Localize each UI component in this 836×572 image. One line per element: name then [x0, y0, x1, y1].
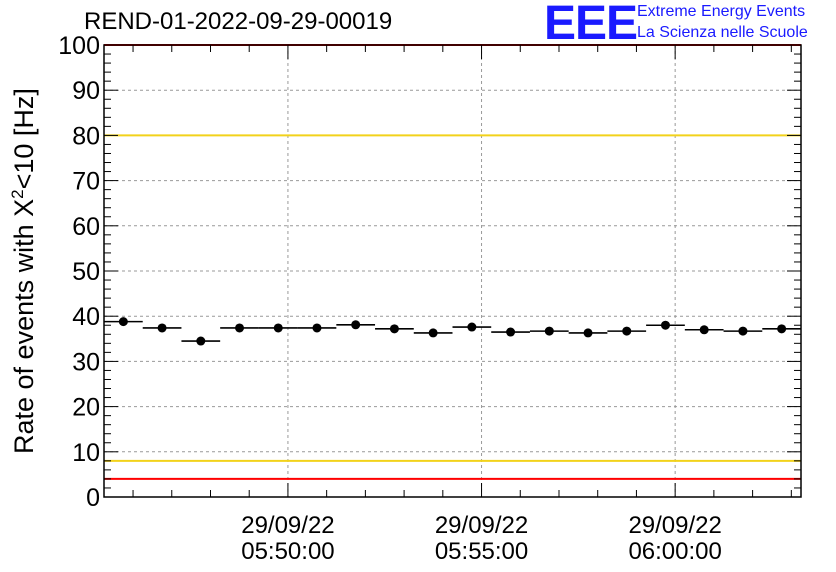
data-point [622, 326, 632, 336]
eee-logo: EEE [544, 0, 638, 50]
y-tick-label: 50 [72, 258, 100, 286]
y-tick-label: 10 [72, 439, 100, 467]
reference-lines [104, 44, 801, 480]
y-tick-label: 20 [72, 394, 100, 422]
data-point [235, 323, 245, 333]
grid-lines [104, 45, 801, 497]
data-points [104, 317, 801, 346]
data-point [273, 323, 283, 333]
data-point [351, 320, 361, 330]
x-tick-date: 29/09/22 [435, 512, 528, 539]
y-tick-label: 40 [72, 303, 100, 331]
x-tick-time: 05:50:00 [241, 538, 334, 565]
data-point [660, 320, 670, 330]
data-point [506, 327, 516, 337]
x-tick-labels: 29/09/2205:50:0029/09/2205:55:0029/09/22… [241, 512, 722, 565]
axis-ticks [104, 44, 801, 498]
y-tick-label: 90 [72, 77, 100, 105]
y-tick-labels: 0 10 20 30 40 50 60 70 80 90 100 [58, 32, 100, 512]
data-point [738, 326, 748, 336]
logo-line-1: Extreme Energy Events [637, 3, 806, 20]
x-tick-time: 05:55:00 [435, 538, 528, 565]
data-point [699, 325, 709, 335]
x-tick-date: 29/09/22 [628, 512, 721, 539]
data-point [467, 322, 477, 332]
data-point [312, 323, 322, 333]
x-tick-date: 29/09/22 [241, 512, 334, 539]
data-point [428, 328, 438, 338]
y-tick-label: 80 [72, 122, 100, 150]
y-tick-label: 0 [86, 484, 100, 512]
x-tick-time: 06:00:00 [628, 538, 721, 565]
y-tick-label: 70 [72, 168, 100, 196]
data-point [157, 323, 167, 333]
data-point [196, 336, 206, 346]
chart-title: REND-01-2022-09-29-00019 [84, 8, 393, 35]
y-tick-label: 30 [72, 348, 100, 376]
data-point [118, 317, 128, 327]
data-point [544, 326, 554, 336]
logo-line-2: La Scienza nelle Scuole [637, 24, 808, 41]
y-tick-label: 100 [58, 32, 100, 60]
data-point [583, 328, 593, 338]
y-tick-label: 60 [72, 213, 100, 241]
data-point [389, 324, 399, 334]
plot-frame [103, 44, 802, 498]
data-point [777, 324, 787, 334]
